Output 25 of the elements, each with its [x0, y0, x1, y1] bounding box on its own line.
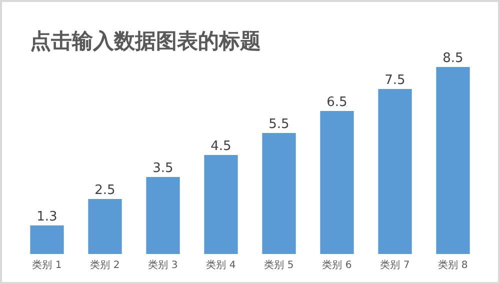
bar [88, 199, 122, 254]
data-label: 2.5 [94, 183, 116, 198]
data-label: 3.5 [152, 161, 174, 176]
data-label: 7.5 [384, 73, 406, 88]
data-label: 5.5 [268, 117, 290, 132]
bar [378, 89, 412, 254]
x-tick-label: 类别 6 [322, 259, 352, 271]
bar [436, 67, 470, 254]
data-label: 1.3 [36, 209, 58, 224]
data-label: 4.5 [210, 139, 232, 154]
x-tick-label: 类别 8 [438, 259, 468, 271]
x-tick-label: 类别 4 [206, 259, 236, 271]
x-tick-label: 类别 3 [148, 259, 178, 271]
chart-title: 点击输入数据图表的标题 [30, 29, 261, 53]
x-tick-label: 类别 1 [32, 259, 62, 271]
x-tick-label: 类别 7 [380, 259, 410, 271]
data-label: 8.5 [442, 51, 464, 66]
x-tick-label: 类别 5 [264, 259, 294, 271]
bar [320, 111, 354, 254]
bar [30, 225, 64, 254]
data-label: 6.5 [326, 95, 348, 110]
bar [204, 155, 238, 254]
x-tick-label: 类别 2 [90, 259, 120, 271]
bar [262, 133, 296, 254]
bar [146, 177, 180, 254]
